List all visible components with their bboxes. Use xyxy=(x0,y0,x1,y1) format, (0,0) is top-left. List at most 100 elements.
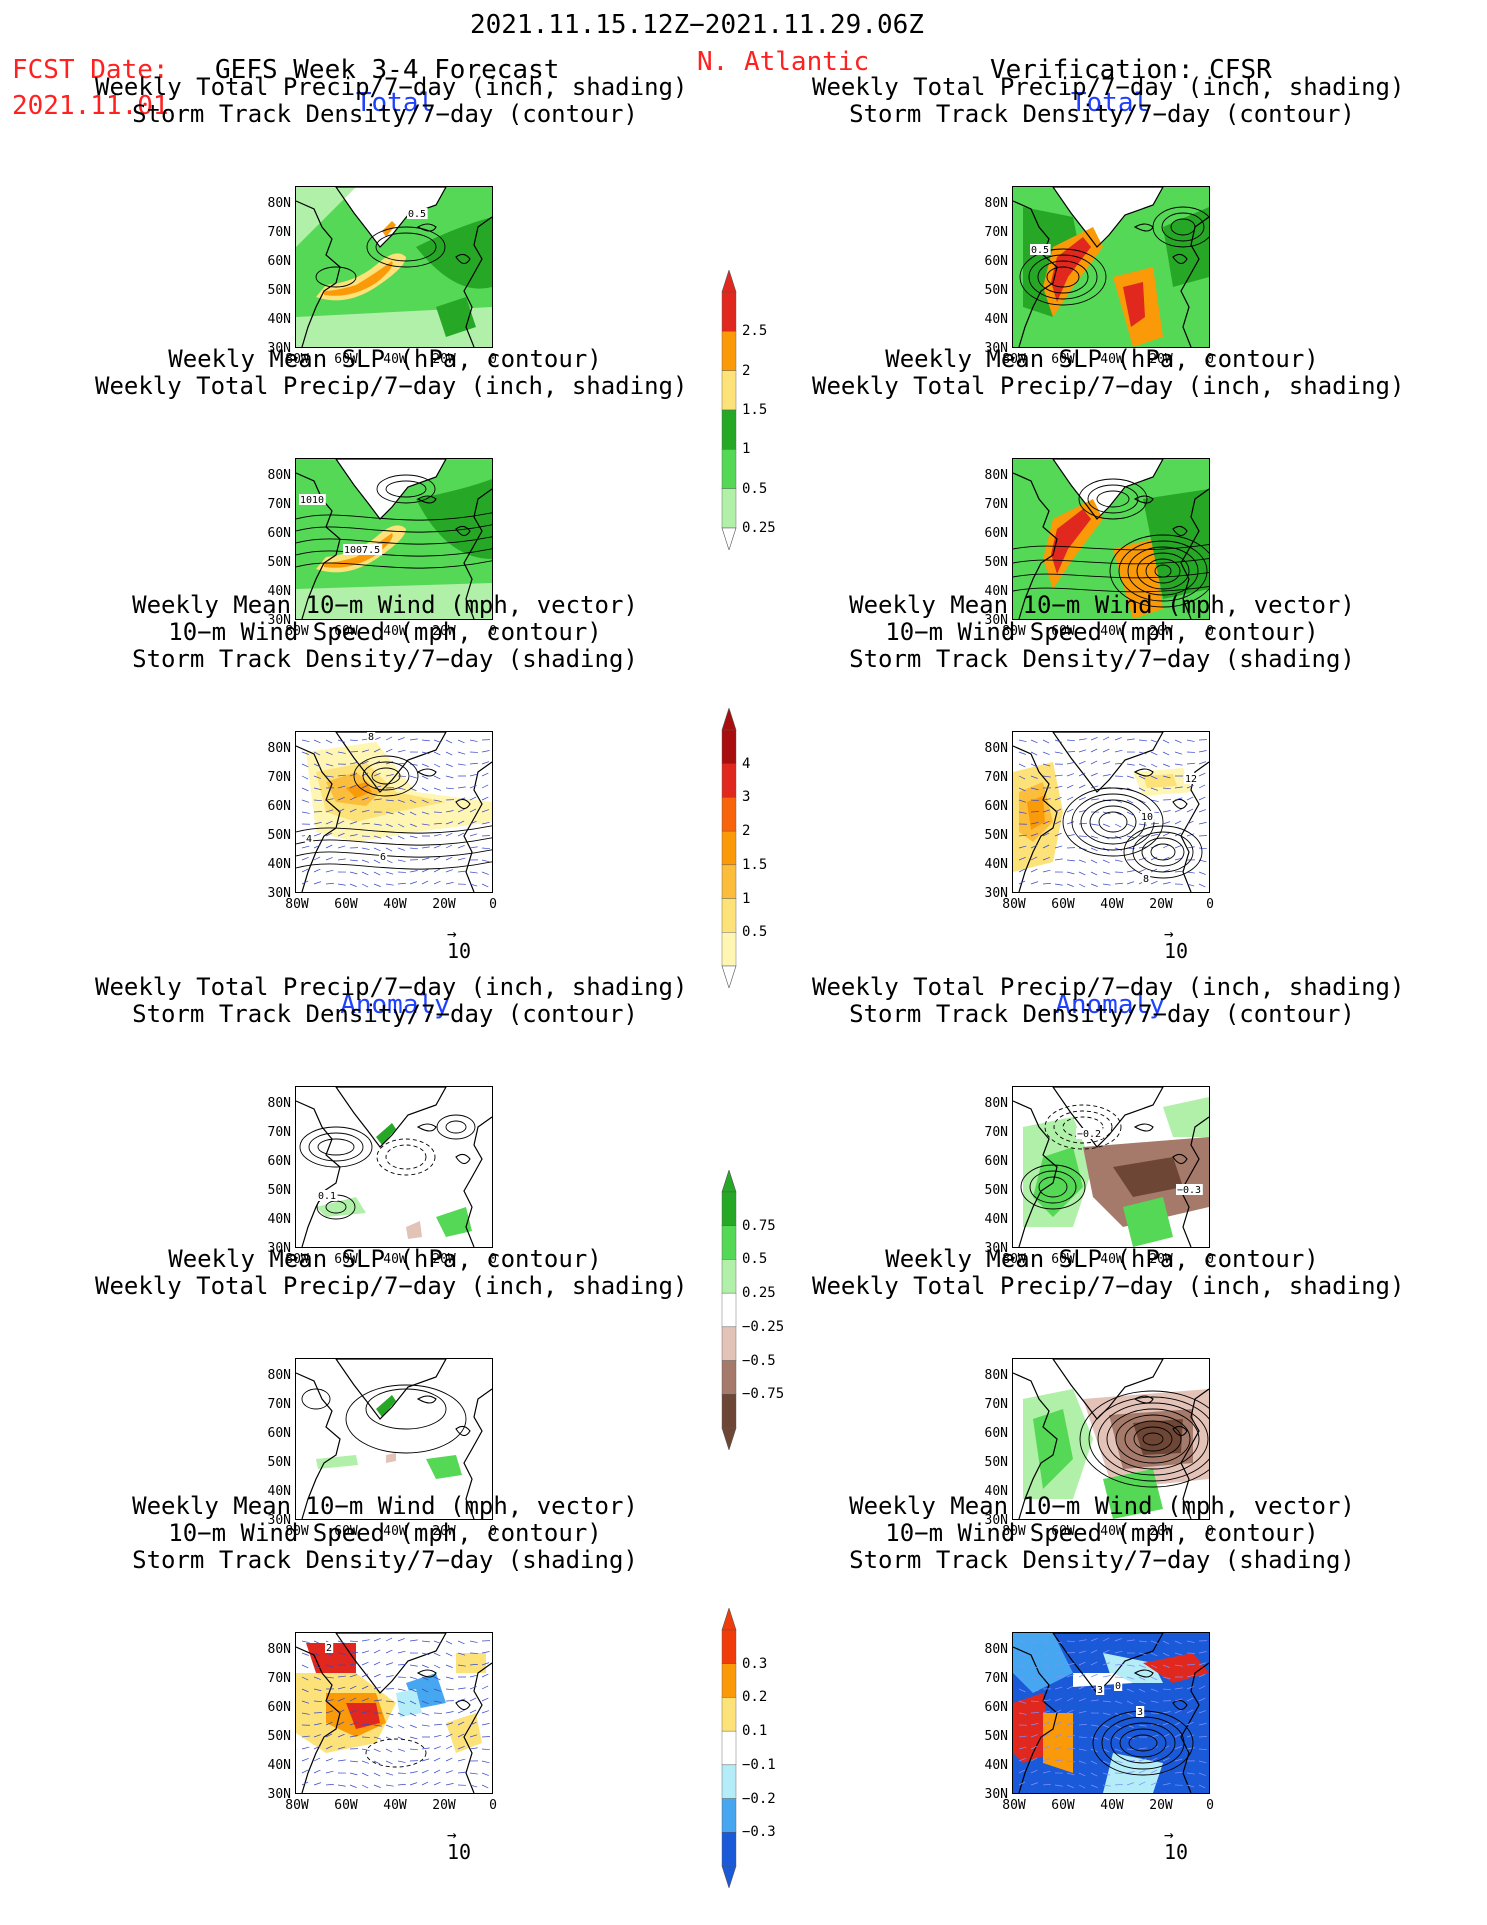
fcst-total-slp-lat-tick: 40N xyxy=(267,584,291,599)
fcst-total-precip-title-line-1: Weekly Total Precip/7−day (inch, shading… xyxy=(95,73,688,101)
fcst-anom-precip-lat-tick: 30N xyxy=(267,1241,291,1256)
section-total-left: Total xyxy=(355,88,435,118)
fcst-anom-wind-lon-tick: 40W xyxy=(383,1798,407,1813)
region-title: N. Atlantic xyxy=(697,47,870,77)
ver-anom-wind-contour-label: 0 xyxy=(1115,1681,1121,1692)
fcst-total-slp-lat-tick: 30N xyxy=(267,613,291,628)
ver-total-precip-lat-tick: 30N xyxy=(984,341,1008,356)
fcst-total-precip-lat-tick: 80N xyxy=(267,196,291,211)
fcst-total-wind-lat-tick: 60N xyxy=(267,799,291,814)
fcst-anom-wind-lat-tick: 40N xyxy=(267,1758,291,1773)
colorbar-total_precip-label: 2.5 xyxy=(742,323,768,340)
fcst-total-slp-lat-tick: 80N xyxy=(267,468,291,483)
fcst-anom-slp-lat-tick: 50N xyxy=(267,1455,291,1470)
ver-total-precip-lon-tick: 60W xyxy=(1051,352,1075,367)
ver-total-slp-lon-tick: 0 xyxy=(1206,624,1214,639)
fcst-total-slp-lat-tick: 50N xyxy=(267,555,291,570)
ver-total-precip-lon-tick: 20W xyxy=(1149,352,1173,367)
colorbar-anom_precip-label: −0.75 xyxy=(742,1386,785,1403)
fcst-anom-slp-lat-tick: 60N xyxy=(267,1426,291,1441)
fcst-anom-wind-title-line-3: Storm Track Density/7−day (shading) xyxy=(132,1546,638,1574)
fcst-total-wind-lat-tick: 50N xyxy=(267,828,291,843)
colorbar-total_precip-label: 0.25 xyxy=(742,520,776,536)
colorbar-segment xyxy=(721,763,737,798)
colorbar-anom_track-label: 0.1 xyxy=(742,1723,768,1740)
ver-anom-wind-lon-tick: 20W xyxy=(1149,1798,1173,1813)
ver-total-precip-lon-tick: 80W xyxy=(1002,352,1026,367)
ver-anom-slp-lat-tick: 30N xyxy=(984,1513,1008,1528)
fcst-anom-precip-lat-tick: 60N xyxy=(267,1154,291,1169)
ver-total-slp-lat-tick: 30N xyxy=(984,613,1008,628)
ver-total-precip-lon-tick: 40W xyxy=(1100,352,1124,367)
ver-total-wind-vector-reference: → 10 xyxy=(1164,924,1189,964)
colorbar-segment xyxy=(721,729,737,764)
colorbar-segment xyxy=(721,898,737,933)
fcst-anom-slp-lon-tick: 60W xyxy=(334,1524,358,1539)
colorbar-segment xyxy=(721,1629,737,1664)
fcst-total-slp-map: 1010 1007.5 xyxy=(295,458,493,620)
fcst-anom-wind-lon-tick: 0 xyxy=(489,1798,497,1813)
ver-total-slp-lat-tick: 40N xyxy=(984,584,1008,599)
ver-total-slp-title-line-1: Weekly Mean SLP (hPa, contour) xyxy=(885,345,1319,373)
ver-anom-slp-lon-tick: 80W xyxy=(1002,1524,1026,1539)
fcst-anom-slp-lat-tick: 40N xyxy=(267,1484,291,1499)
ver-anom-precip-lat-tick: 30N xyxy=(984,1241,1008,1256)
colorbar-anom_precip-label: −0.5 xyxy=(742,1352,776,1369)
fcst-anom-precip-title-line-2: Storm Track Density/7−day (contour) xyxy=(132,1000,638,1028)
fcst-total-wind-contour-label: 6 xyxy=(380,852,386,863)
ver-anom-precip-lon-tick: 60W xyxy=(1051,1252,1075,1267)
section-total-right: Total xyxy=(1070,88,1150,118)
colorbar-total_track-label: 4 xyxy=(742,755,751,772)
colorbar-segment xyxy=(721,1394,737,1429)
ver-total-precip-map: 0.5 xyxy=(1012,186,1210,348)
colorbar-segment xyxy=(721,449,737,489)
fcst-anom-wind-contour-label: 2 xyxy=(326,1643,332,1654)
fcst-anom-slp-lat-tick: 80N xyxy=(267,1368,291,1383)
colorbar-segment xyxy=(721,1259,737,1294)
fcst-anom-precip-lon-tick: 0 xyxy=(489,1252,497,1267)
ver-total-wind-contour-label: 10 xyxy=(1141,812,1153,823)
ver-anom-slp-lat-tick: 70N xyxy=(984,1397,1008,1412)
verification-title: Verification: CFSR xyxy=(990,55,1272,85)
ver-total-precip-contour-label: 0.5 xyxy=(1031,245,1049,256)
colorbar-segment xyxy=(721,864,737,899)
fcst-total-slp-lat-tick: 60N xyxy=(267,526,291,541)
fcst-anom-wind-lat-tick: 30N xyxy=(267,1787,291,1802)
colorbar-total_track-label: 0.5 xyxy=(742,924,768,941)
ver-anom-precip-lon-tick: 0 xyxy=(1206,1252,1214,1267)
fcst-total-wind-lat-tick: 80N xyxy=(267,741,291,756)
ver-total-precip-lat-tick: 60N xyxy=(984,254,1008,269)
fcst-anom-precip-lon-tick: 20W xyxy=(432,1252,456,1267)
fcst-anom-wind-vector-reference: → 10 xyxy=(447,1825,472,1865)
fcst-total-precip-title-line-2: Storm Track Density/7−day (contour) xyxy=(132,100,638,128)
fcst-date-value: 2021.11.01 xyxy=(12,91,169,121)
fcst-total-wind-lon-tick: 40W xyxy=(383,897,407,912)
ver-total-wind-title-line-3: Storm Track Density/7−day (shading) xyxy=(849,645,1355,673)
colorbar-segment xyxy=(721,1292,737,1328)
ver-total-wind-lat-tick: 80N xyxy=(984,741,1008,756)
colorbar-anom_precip xyxy=(720,1169,738,1454)
ver-total-precip-lat-tick: 40N xyxy=(984,312,1008,327)
fcst-date-label: FCST Date: xyxy=(12,55,169,85)
fcst-total-precip-lon-tick: 0 xyxy=(489,352,497,367)
fcst-total-wind-title-line-1: Weekly Mean 10−m Wind (mph, vector) xyxy=(132,591,638,619)
fcst-anom-slp-lat-tick: 30N xyxy=(267,1513,291,1528)
ver-anom-wind-title-line-1: Weekly Mean 10−m Wind (mph, vector) xyxy=(849,1492,1355,1520)
fcst-anom-wind-lon-tick: 80W xyxy=(285,1798,309,1813)
colorbar-anom_precip-label: 0.5 xyxy=(742,1251,768,1268)
ver-anom-precip-contour-label: −0.2 xyxy=(1077,1129,1101,1140)
ver-total-precip-lat-tick: 70N xyxy=(984,225,1008,240)
ver-anom-precip-title-line-2: Storm Track Density/7−day (contour) xyxy=(849,1000,1355,1028)
fcst-total-precip-map: 0.5 xyxy=(295,186,493,348)
fcst-total-slp-lon-tick: 0 xyxy=(489,624,497,639)
fcst-anom-precip-lat-tick: 50N xyxy=(267,1183,291,1198)
colorbar-segment xyxy=(721,1832,737,1867)
section-anomaly-left: Anomaly xyxy=(340,990,450,1020)
fcst-total-wind-lon-tick: 80W xyxy=(285,897,309,912)
fcst-anom-wind-lon-tick: 20W xyxy=(432,1798,456,1813)
fcst-total-wind-title-line-2: 10−m Wind Speed (mph, contour) xyxy=(168,618,602,646)
fcst-total-slp-lon-tick: 40W xyxy=(383,624,407,639)
ver-total-wind-lon-tick: 60W xyxy=(1051,897,1075,912)
fcst-anom-wind-lat-tick: 50N xyxy=(267,1729,291,1744)
fcst-anom-precip-lat-tick: 40N xyxy=(267,1212,291,1227)
